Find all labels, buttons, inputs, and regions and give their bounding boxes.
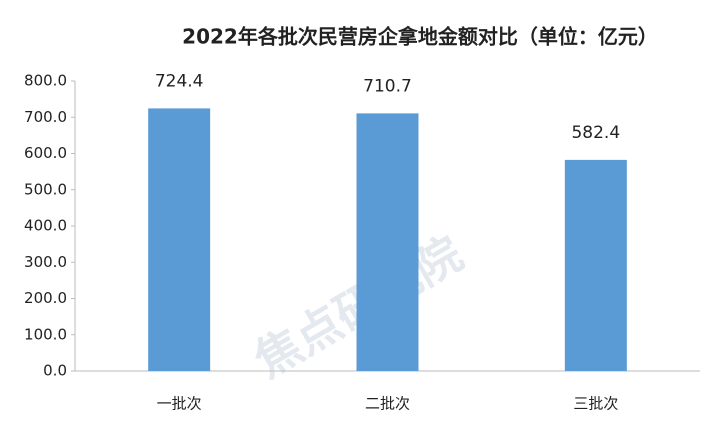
y-tick-label: 700.0: [24, 108, 67, 126]
y-tick-label: 600.0: [24, 144, 67, 162]
chart-title: 2022年各批次民营房企拿地金额对比（单位：亿元）: [182, 25, 658, 49]
y-tick-label: 200.0: [24, 289, 67, 307]
y-tick-label: 400.0: [24, 217, 67, 235]
y-tick-label: 100.0: [24, 325, 67, 343]
value-label: 724.4: [155, 71, 204, 91]
value-label: 710.7: [363, 76, 412, 96]
x-tick-label: 二批次: [365, 395, 410, 413]
y-tick-label: 0.0: [43, 362, 67, 380]
bar: [356, 113, 419, 371]
y-tick-label: 800.0: [24, 72, 67, 90]
bar: [564, 159, 627, 371]
y-tick-label: 500.0: [24, 180, 67, 198]
x-tick-label: 三批次: [573, 395, 618, 413]
bar: [148, 108, 211, 371]
value-label: 582.4: [571, 123, 620, 143]
x-tick-label: 一批次: [157, 395, 202, 413]
y-tick-label: 300.0: [24, 253, 67, 271]
